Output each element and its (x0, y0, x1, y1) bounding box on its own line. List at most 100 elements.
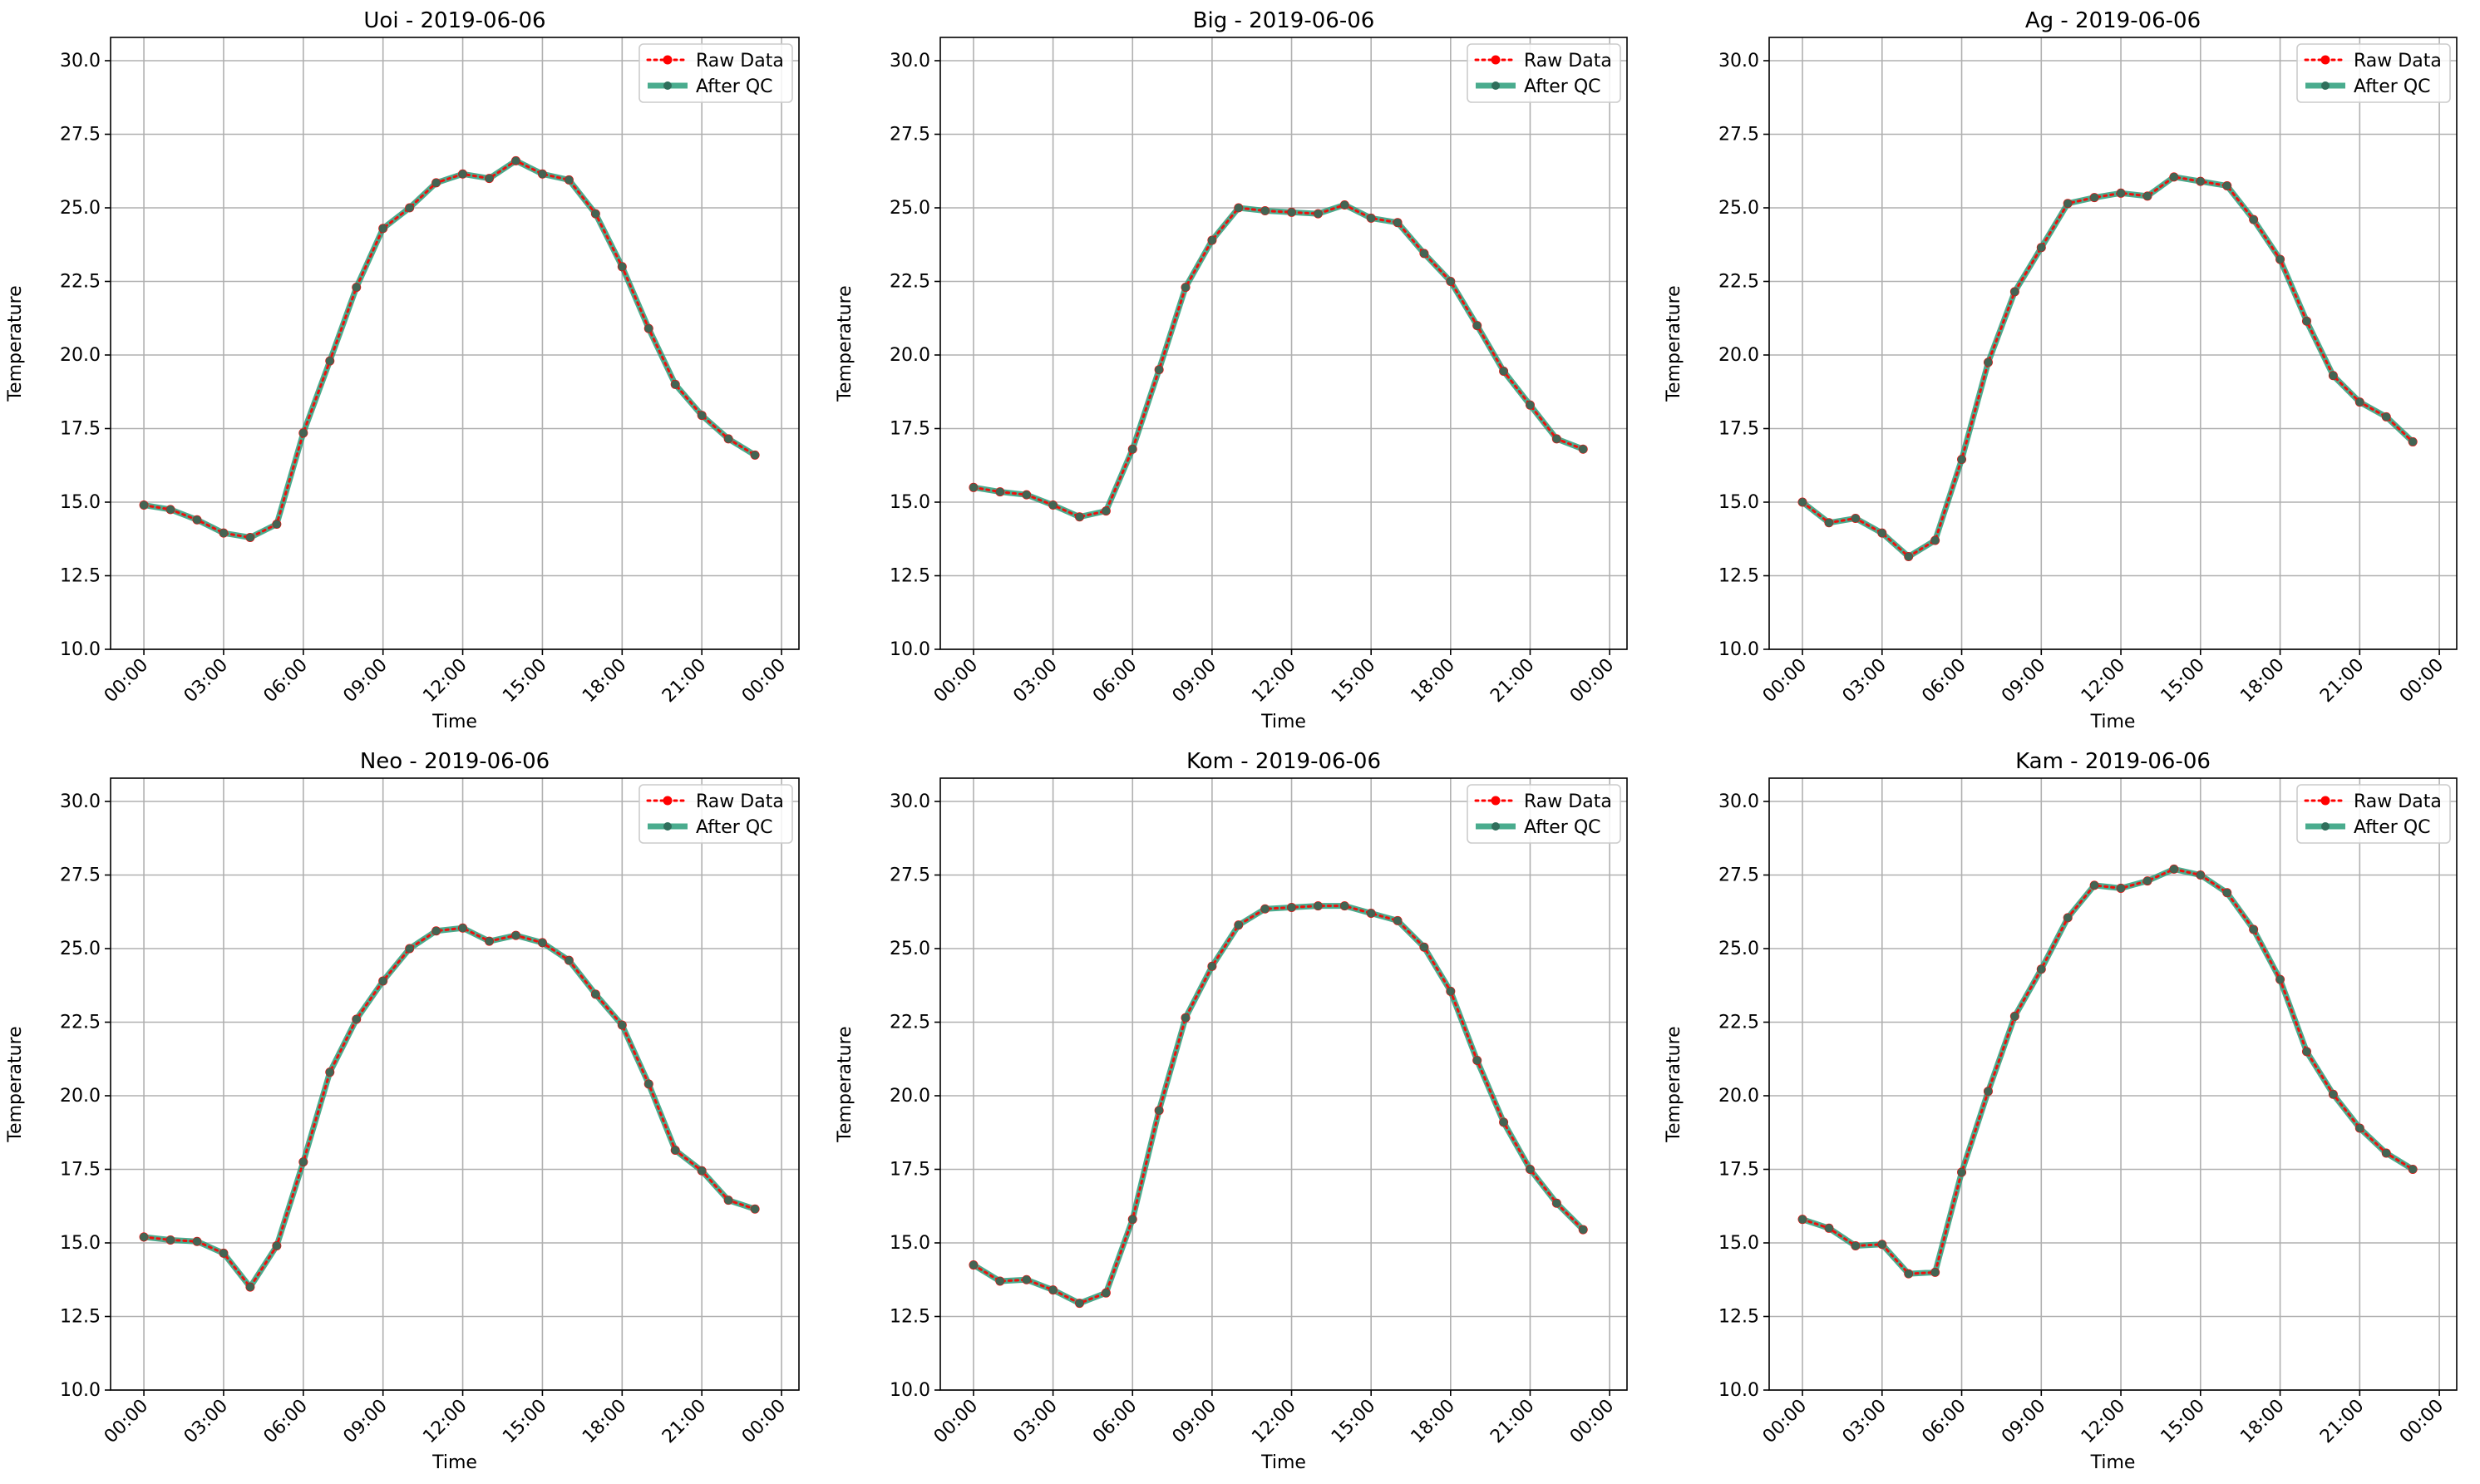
y-tick-label: 22.5 (60, 1013, 101, 1033)
after-qc-point (2169, 172, 2178, 181)
after-qc-point (1472, 321, 1482, 330)
legend-label: Raw Data (1524, 791, 1612, 812)
x-tick-label: 21:00 (1487, 655, 1539, 707)
y-tick-label: 27.5 (60, 865, 101, 886)
y-tick-label: 12.5 (890, 566, 930, 587)
after-qc-point (1287, 208, 1296, 217)
legend-after-qc-marker (2321, 822, 2330, 831)
after-qc-point (2329, 371, 2338, 380)
x-tick-label: 06:00 (1089, 1396, 1141, 1448)
after-qc-point (1022, 1275, 1031, 1284)
after-qc-point (565, 175, 574, 185)
after-qc-point (538, 938, 547, 947)
y-axis-label: Temperature (835, 1026, 855, 1142)
y-tick-label: 12.5 (60, 1307, 101, 1328)
after-qc-point (352, 1014, 361, 1023)
x-tick-label: 06:00 (1918, 1396, 1970, 1448)
after-qc-point (644, 324, 653, 333)
chart-title: Big - 2019-06-06 (1193, 8, 1375, 33)
x-tick-label: 18:00 (579, 655, 631, 707)
after-qc-point (1128, 1215, 1137, 1224)
series-line-raw-data (1801, 175, 2414, 559)
after-qc-point (1022, 491, 1031, 500)
x-tick-label: 00:00 (738, 1396, 791, 1448)
x-tick-label: 18:00 (2236, 655, 2289, 707)
axes-frame (939, 37, 1628, 650)
after-qc-point (1499, 1117, 1508, 1127)
plot-area (111, 37, 799, 649)
y-tick-label: 25.0 (1718, 939, 1759, 959)
y-tick-label: 25.0 (890, 198, 930, 219)
after-qc-point (1075, 1299, 1084, 1308)
after-qc-point (618, 262, 627, 271)
x-axis-label: Time (2090, 1452, 2136, 1473)
after-qc-point (1393, 218, 1403, 227)
x-tick-label: 00:00 (1759, 655, 1812, 707)
y-tick-label: 20.0 (890, 345, 930, 366)
x-tick-label: 03:00 (1009, 655, 1062, 707)
y-tick-label: 20.0 (1718, 345, 1759, 366)
plot-area (111, 778, 799, 1390)
y-tick-label: 30.0 (890, 51, 930, 71)
legend-label: Raw Data (696, 51, 784, 71)
x-tick-label: 03:00 (180, 655, 233, 707)
after-qc-point (1234, 204, 1243, 212)
after-qc-point (2090, 193, 2099, 202)
axes-frame (110, 777, 800, 1391)
chart-panel-2: 10.0 12.5 15.0 17.5 20.0 22.5 25.0 27.5 30.0 00:0… (835, 8, 1628, 732)
x-tick-label: 12:00 (2078, 655, 2130, 707)
y-tick-label: 30.0 (1718, 51, 1759, 71)
y-axis-label: Temperature (1664, 285, 1684, 402)
after-qc-point (751, 451, 760, 460)
x-tick-label: 00:00 (1566, 1396, 1619, 1448)
after-qc-point (1499, 367, 1508, 376)
after-qc-point (378, 224, 387, 233)
y-tick-label: 25.0 (60, 939, 101, 959)
y-tick-label: 22.5 (890, 272, 930, 293)
after-qc-point (431, 178, 441, 187)
series-line-raw-data (1801, 867, 2414, 1275)
legend-after-qc-marker (663, 822, 672, 831)
y-tick-label: 27.5 (1718, 125, 1759, 145)
series-line-raw-data (972, 203, 1585, 519)
after-qc-point (1367, 909, 1376, 918)
legend-label: After QC (2354, 817, 2431, 838)
y-tick-label: 10.0 (60, 1380, 101, 1401)
x-tick-label: 06:00 (1918, 655, 1970, 707)
axes-frame (1768, 777, 2458, 1391)
after-qc-point (2355, 1123, 2364, 1132)
after-qc-point (1367, 214, 1376, 223)
x-tick-label: 09:00 (1998, 1396, 2050, 1448)
after-qc-point (2329, 1090, 2338, 1099)
series-line-raw-data (142, 926, 757, 1289)
y-tick-label: 12.5 (1718, 1307, 1759, 1328)
after-qc-point (192, 1237, 201, 1246)
legend-after-qc-marker (1491, 822, 1500, 831)
after-qc-point (2063, 199, 2073, 208)
chart-title: Neo - 2019-06-06 (360, 749, 550, 774)
y-tick-label: 25.0 (60, 198, 101, 219)
chart-panel-3: 10.0 12.5 15.0 17.5 20.0 22.5 25.0 27.5 30.0 00:0… (1664, 8, 2458, 732)
x-tick-label: 18:00 (1408, 655, 1460, 707)
after-qc-point (2142, 876, 2152, 885)
plot-area (1769, 37, 2457, 649)
chart-title: Uoi - 2019-06-06 (363, 8, 545, 33)
legend-label: After QC (1524, 817, 1601, 838)
x-tick-label: 15:00 (499, 655, 551, 707)
legend-label: After QC (1524, 76, 1601, 97)
x-tick-label: 18:00 (579, 1396, 631, 1448)
after-qc-point (1419, 943, 1428, 952)
after-qc-point (644, 1079, 653, 1088)
x-tick-label: 00:00 (2396, 655, 2448, 707)
x-axis-label: Time (431, 1452, 477, 1473)
after-qc-point (969, 1260, 978, 1270)
x-tick-label: 12:00 (419, 1396, 471, 1448)
after-qc-point (298, 1157, 308, 1166)
x-tick-label: 18:00 (1408, 1396, 1460, 1448)
after-qc-point (2382, 1149, 2391, 1158)
x-tick-label: 06:00 (1089, 655, 1141, 707)
legend: Raw Data After QC (2296, 43, 2451, 103)
after-qc-point (2090, 880, 2099, 890)
